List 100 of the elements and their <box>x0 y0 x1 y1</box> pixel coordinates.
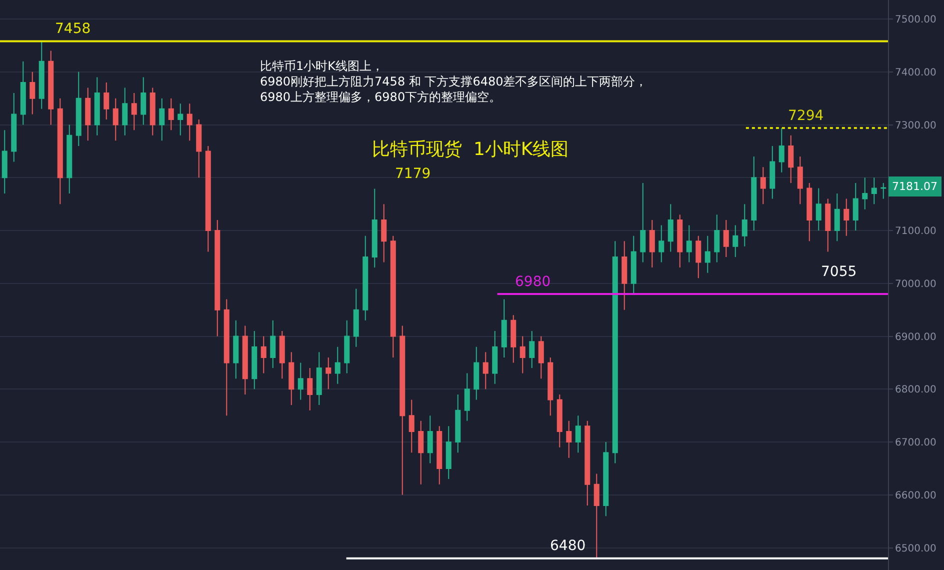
candlestick <box>288 352 294 406</box>
candlestick <box>686 224 692 263</box>
candlestick <box>334 346 340 384</box>
candlestick <box>871 177 877 205</box>
candlestick <box>862 177 868 210</box>
candlestick <box>2 130 8 194</box>
candlestick <box>806 182 812 242</box>
candlestick <box>834 193 840 242</box>
candlestick <box>94 76 100 136</box>
candlestick <box>11 92 17 162</box>
candlestick <box>880 182 886 200</box>
ref-line-label: 6480 <box>550 538 586 554</box>
candlestick <box>630 235 636 294</box>
candlestick <box>566 420 572 458</box>
candlestick <box>520 336 526 374</box>
candlestick <box>196 119 202 178</box>
candlestick <box>575 415 581 454</box>
candlestick <box>825 198 831 252</box>
candlestick <box>844 198 850 236</box>
candlestick <box>260 336 266 374</box>
candlestick <box>482 352 488 390</box>
candlestick <box>778 127 784 173</box>
candlestick <box>556 394 562 448</box>
candlestick <box>178 103 184 136</box>
candlestick <box>279 330 285 380</box>
candlestick <box>112 98 118 142</box>
candlestick <box>584 420 590 506</box>
candlestick <box>57 98 63 205</box>
y-tick-label: 6700.00 <box>895 438 936 449</box>
candlestick <box>742 204 748 247</box>
candlestick <box>760 166 766 205</box>
y-tick-label: 7000.00 <box>895 278 936 290</box>
candlestick <box>30 71 36 115</box>
candlestick <box>788 134 794 184</box>
candlestick <box>770 145 776 200</box>
candlestick <box>316 352 322 406</box>
candlestick <box>20 60 26 126</box>
candlestick <box>816 188 822 232</box>
candlestick <box>205 145 211 252</box>
candlestick <box>38 40 44 110</box>
candlestick <box>122 87 128 136</box>
candlestick <box>381 204 387 263</box>
candlestick <box>649 219 655 268</box>
candlestick <box>418 420 424 485</box>
candlestick <box>168 98 174 131</box>
candlestick <box>751 156 757 232</box>
candlestick <box>298 362 304 400</box>
candlestick <box>390 235 396 358</box>
candlestick <box>548 356 554 416</box>
candlestick <box>797 156 803 205</box>
candlestick <box>252 330 258 390</box>
candlestick <box>723 219 729 258</box>
candlestick <box>362 235 368 321</box>
candlestick <box>307 368 313 411</box>
candlestick <box>474 346 480 400</box>
candlestick <box>455 394 461 454</box>
candlestick <box>48 50 54 126</box>
candlestick <box>612 240 618 464</box>
candlestick <box>714 214 720 263</box>
y-tick-label: 7300.00 <box>895 120 936 132</box>
candlestick <box>214 219 220 337</box>
candlestick <box>408 399 414 454</box>
candlestick <box>344 320 350 374</box>
candlestick <box>242 325 248 395</box>
candlestick <box>233 320 239 380</box>
candlestick <box>140 76 146 126</box>
candlestick <box>603 442 609 517</box>
ref-line-label: 6980 <box>515 274 551 290</box>
candlestick <box>353 288 359 348</box>
candlestick <box>668 204 674 252</box>
candlestick <box>224 298 230 416</box>
candlestick <box>66 124 72 194</box>
candlestick <box>622 240 628 310</box>
candlestick <box>538 336 544 380</box>
ref-line-label: 7294 <box>788 108 824 124</box>
candlestick <box>696 235 702 279</box>
candlestick <box>85 87 91 142</box>
candlestick <box>400 325 406 496</box>
y-tick-label: 7500.00 <box>895 14 936 26</box>
annotation: 比特币1小时K线图上， 6980刚好把上方阻力7458 和 下方支撑6480差不多区间的上下两部分， 6980上方整理偏多，6980下方的整理偏空。 <box>260 59 648 104</box>
candlestick <box>372 188 378 268</box>
candlestick <box>529 330 535 369</box>
candlestick <box>501 298 507 358</box>
text: 7181.07 <box>892 180 938 193</box>
candlestick <box>427 415 433 464</box>
candlestick <box>150 87 156 136</box>
candlestick <box>326 356 332 390</box>
candlestick <box>852 182 858 232</box>
candlestick <box>76 71 82 146</box>
candlestick <box>492 330 498 384</box>
y-tick-label: 7100.00 <box>895 226 936 238</box>
y-tick-label: 6500.00 <box>895 543 936 554</box>
ref-line-label: 7458 <box>55 21 91 37</box>
candlestick <box>464 372 470 422</box>
candlestick <box>640 182 646 263</box>
text: 比特币现货 1小时K线图 <box>372 139 569 160</box>
candlestick <box>186 103 192 142</box>
candlestick <box>704 235 710 274</box>
annotation: 7179 <box>395 166 431 182</box>
y-tick-label: 6900.00 <box>895 332 936 343</box>
